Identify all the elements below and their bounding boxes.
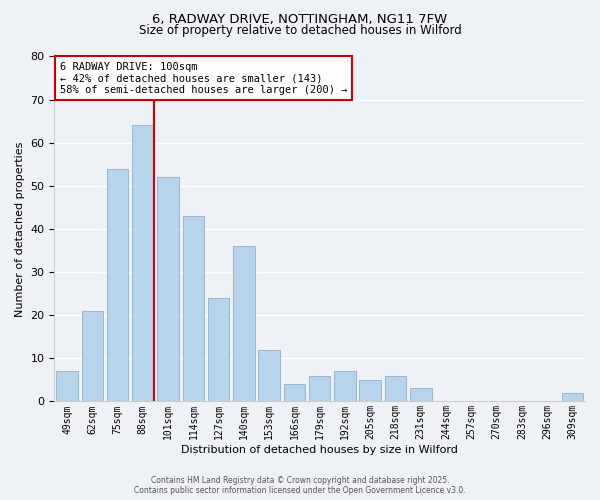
Text: Size of property relative to detached houses in Wilford: Size of property relative to detached ho… xyxy=(139,24,461,37)
Bar xyxy=(208,298,229,402)
Bar xyxy=(359,380,381,402)
Bar xyxy=(132,126,154,402)
Text: 6 RADWAY DRIVE: 100sqm
← 42% of detached houses are smaller (143)
58% of semi-de: 6 RADWAY DRIVE: 100sqm ← 42% of detached… xyxy=(60,62,347,95)
Bar xyxy=(284,384,305,402)
Bar xyxy=(334,371,356,402)
Y-axis label: Number of detached properties: Number of detached properties xyxy=(15,142,25,316)
Bar xyxy=(410,388,431,402)
Bar xyxy=(182,216,204,402)
Bar xyxy=(107,168,128,402)
Bar xyxy=(259,350,280,402)
Text: 6, RADWAY DRIVE, NOTTINGHAM, NG11 7FW: 6, RADWAY DRIVE, NOTTINGHAM, NG11 7FW xyxy=(152,12,448,26)
Bar xyxy=(157,177,179,402)
Bar xyxy=(562,393,583,402)
X-axis label: Distribution of detached houses by size in Wilford: Distribution of detached houses by size … xyxy=(181,445,458,455)
Bar xyxy=(56,371,78,402)
Bar xyxy=(385,376,406,402)
Bar xyxy=(309,376,331,402)
Text: Contains HM Land Registry data © Crown copyright and database right 2025.
Contai: Contains HM Land Registry data © Crown c… xyxy=(134,476,466,495)
Bar xyxy=(82,311,103,402)
Bar xyxy=(233,246,254,402)
